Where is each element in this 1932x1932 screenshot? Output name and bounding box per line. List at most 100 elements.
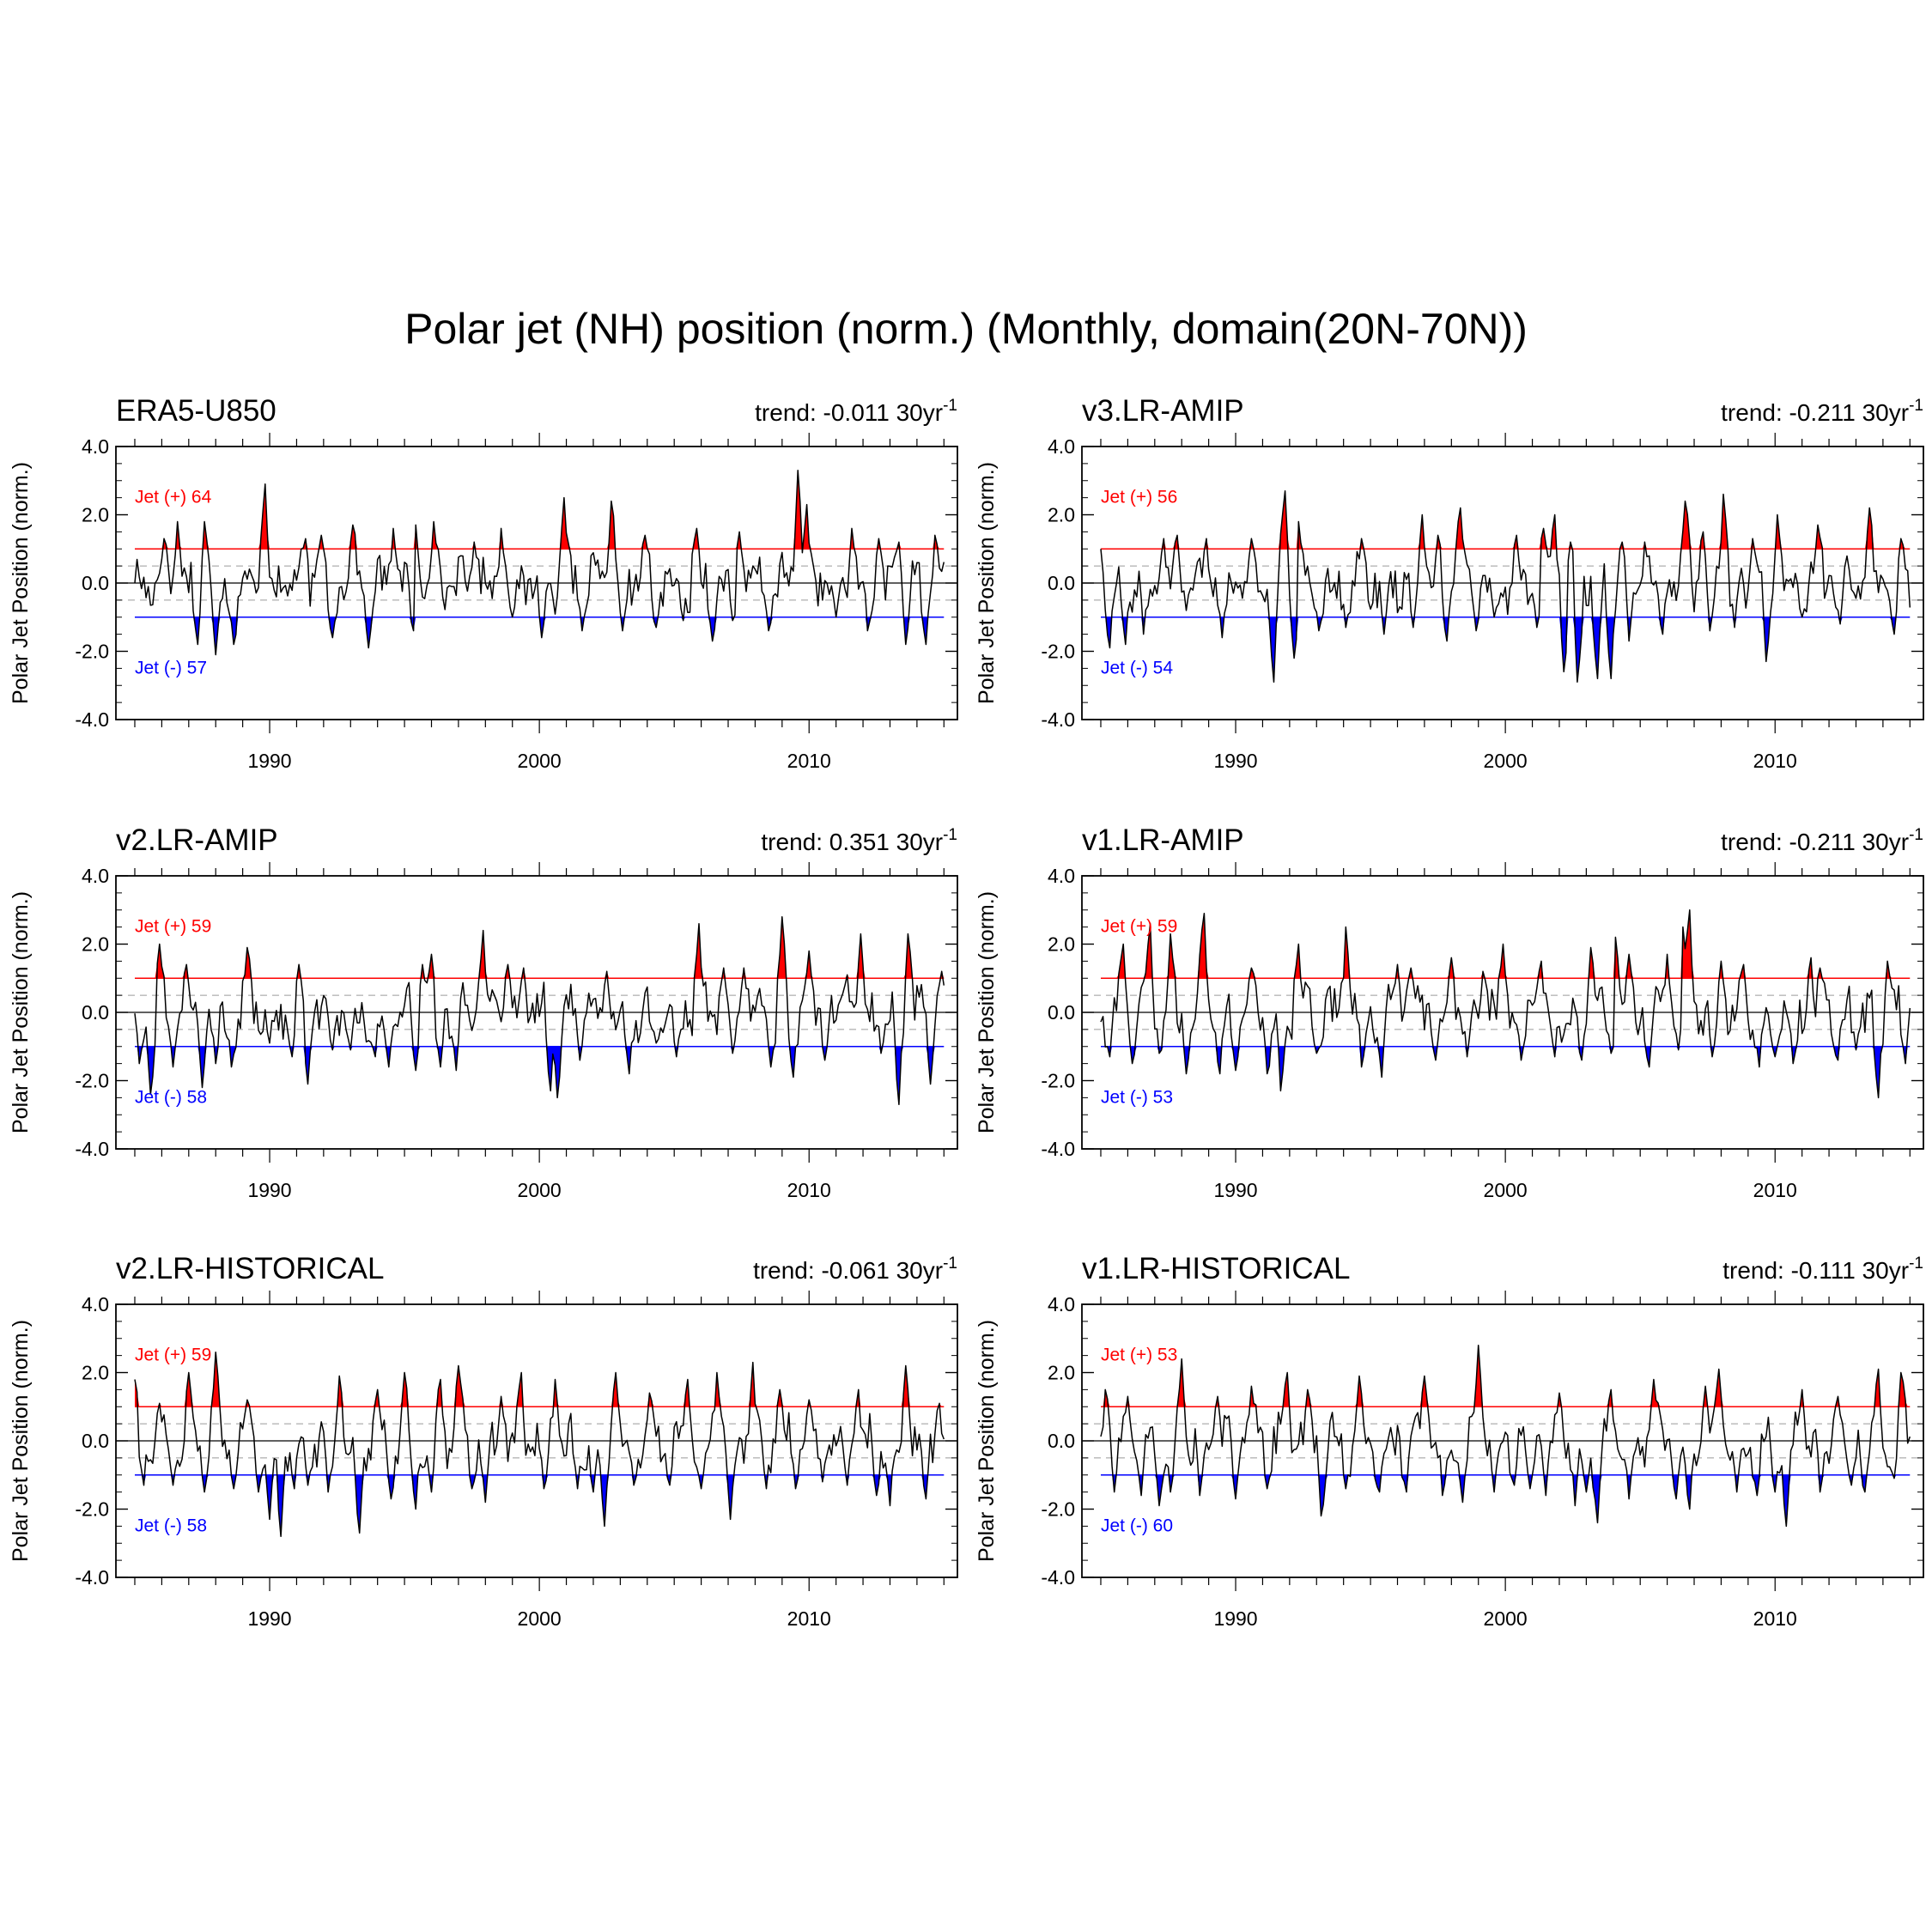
panel-title: v2.LR-HISTORICAL [116,1252,385,1285]
negative-count-label: Jet (-) 58 [135,1516,207,1535]
trend-text: trend: -0.211 30yr [1721,399,1909,426]
x-tick-label: 2000 [1484,1607,1528,1630]
positive-count-label: Jet (+) 59 [1101,917,1177,937]
y-axis-label: Polar Jet Position (norm.) [9,1320,33,1562]
y-axis-label: Polar Jet Position (norm.) [9,462,33,704]
y-tick-label: -2.0 [75,1498,109,1521]
trend-text: trend: -0.111 30yr [1722,1257,1909,1284]
series-line [1100,489,1911,683]
y-tick-label: 4.0 [82,435,109,458]
negative-excursion-fill [1100,1046,1911,1098]
panel-title: v3.LR-AMIP [1082,394,1244,428]
y-tick-label: 4.0 [82,1293,109,1315]
figure-title: Polar jet (NH) position (norm.) (Monthly… [404,305,1528,353]
negative-count-label: Jet (-) 54 [1101,658,1173,677]
trend-exponent: -1 [943,397,957,415]
x-tick-label: 2010 [787,1607,831,1630]
x-tick-label: 1990 [1213,750,1257,772]
y-tick-label: -4.0 [1041,708,1075,731]
negative-excursion-fill [134,1474,945,1537]
y-tick-label: -4.0 [1041,1566,1075,1589]
positive-excursion-fill [134,916,945,979]
y-axis-label: Polar Jet Position (norm.) [975,891,999,1133]
negative-count-label: Jet (-) 60 [1101,1516,1173,1535]
chart-panel: ERA5-U850 trend: -0.011 30yr-1 4.0 2.0 0.0 -2… [9,394,958,772]
y-tick-label: -2.0 [1041,1498,1075,1521]
negative-count-label: Jet (-) 53 [1101,1087,1173,1107]
y-tick-label: -2.0 [1041,641,1075,663]
trend-text: trend: -0.011 30yr [755,399,943,426]
positive-count-label: Jet (+) 59 [135,917,211,937]
y-axis-label: Polar Jet Position (norm.) [9,891,33,1133]
y-tick-label: 0.0 [1048,572,1075,594]
y-tick-label: 2.0 [82,504,109,526]
y-tick-label: 2.0 [1048,1362,1075,1384]
series-line [1100,909,1911,1099]
series-line [134,915,945,1106]
trend-label: trend: -0.211 30yr-1 [1721,397,1923,426]
positive-excursion-fill [134,1352,945,1407]
trend-text: trend: -0.061 30yr [753,1257,943,1284]
trend-exponent: -1 [1909,1255,1923,1273]
x-tick-label: 2010 [787,1179,831,1201]
trend-exponent: -1 [1909,826,1923,844]
panel-title: v1.LR-AMIP [1082,823,1244,857]
trend-text: trend: -0.211 30yr [1721,829,1909,855]
chart-panel: v1.LR-AMIP trend: -0.211 30yr-1 4.0 2.0 0.0 -… [975,823,1924,1201]
x-tick-label: 1990 [247,1179,291,1201]
y-tick-label: 2.0 [82,1362,109,1384]
x-tick-label: 1990 [1213,1607,1257,1630]
trend-label: trend: 0.351 30yr-1 [761,826,957,855]
y-tick-label: 0.0 [1048,1430,1075,1452]
y-tick-label: 4.0 [82,865,109,887]
positive-count-label: Jet (+) 59 [135,1346,211,1365]
negative-excursion-fill [1100,617,1911,683]
negative-count-label: Jet (-) 57 [135,658,207,677]
positive-excursion-fill [1100,490,1911,550]
x-tick-label: 2000 [1484,750,1528,772]
y-tick-label: 0.0 [82,572,109,594]
x-tick-label: 2010 [1753,1607,1797,1630]
trend-label: trend: -0.061 30yr-1 [753,1255,957,1284]
y-tick-label: -2.0 [75,641,109,663]
x-tick-label: 1990 [1213,1179,1257,1201]
series-line [1100,1344,1911,1528]
y-tick-label: -4.0 [75,708,109,731]
y-tick-label: 0.0 [82,1001,109,1024]
x-tick-label: 2010 [1753,750,1797,772]
chart-panel: v2.LR-HISTORICAL trend: -0.061 30yr-1 4.0 2… [9,1252,958,1630]
y-tick-label: 0.0 [1048,1001,1075,1024]
y-axis-label: Polar Jet Position (norm.) [975,462,999,704]
positive-excursion-fill [1100,1345,1911,1407]
x-tick-label: 2000 [518,1179,562,1201]
y-tick-label: -2.0 [1041,1070,1075,1092]
trend-label: trend: -0.011 30yr-1 [755,397,957,426]
y-tick-label: 4.0 [1048,435,1075,458]
y-tick-label: 0.0 [82,1430,109,1452]
y-tick-label: -4.0 [75,1566,109,1589]
y-tick-label: 4.0 [1048,865,1075,887]
y-tick-label: 2.0 [1048,933,1075,956]
panel-title: ERA5-U850 [116,394,276,428]
y-tick-label: -4.0 [75,1138,109,1160]
trend-label: trend: -0.111 30yr-1 [1722,1255,1923,1284]
x-tick-label: 2000 [518,750,562,772]
y-tick-label: -4.0 [1041,1138,1075,1160]
chart-panel: v1.LR-HISTORICAL trend: -0.111 30yr-1 4.0 2… [975,1252,1924,1630]
trend-exponent: -1 [1909,397,1923,415]
x-tick-label: 2000 [518,1607,562,1630]
negative-count-label: Jet (-) 58 [135,1087,207,1107]
y-tick-label: 2.0 [1048,504,1075,526]
y-tick-label: -2.0 [75,1070,109,1092]
panel-title: v1.LR-HISTORICAL [1082,1252,1351,1285]
series-line [134,1351,945,1538]
chart-panel: v3.LR-AMIP trend: -0.211 30yr-1 4.0 2.0 0.0 -… [975,394,1924,772]
x-tick-label: 1990 [247,750,291,772]
x-tick-label: 2010 [1753,1179,1797,1201]
series-line [134,470,945,656]
trend-label: trend: -0.211 30yr-1 [1721,826,1923,855]
trend-exponent: -1 [943,826,957,844]
positive-count-label: Jet (+) 53 [1101,1346,1177,1365]
x-tick-label: 2010 [787,750,831,772]
